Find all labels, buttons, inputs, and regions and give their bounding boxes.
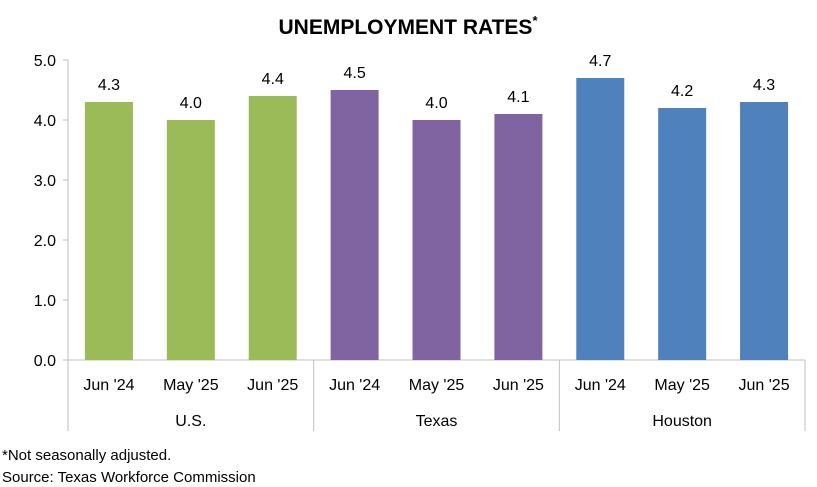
y-tick-label: 1.0 — [34, 293, 56, 310]
data-label: 4.4 — [262, 71, 284, 88]
bar-us-1 — [166, 120, 215, 360]
bar-us-2 — [248, 96, 297, 360]
x-tick-label: Jun '24 — [329, 377, 380, 394]
group-label: Texas — [416, 413, 458, 430]
data-label: 4.0 — [425, 95, 447, 112]
bar-texas-2 — [494, 114, 543, 360]
x-tick-label: Jun '25 — [739, 377, 790, 394]
x-tick-label: May '25 — [654, 377, 710, 394]
x-tick-label: Jun '25 — [493, 377, 544, 394]
group-label: U.S. — [175, 413, 206, 430]
bar-texas-0 — [330, 90, 379, 360]
data-label: 4.5 — [343, 65, 365, 82]
x-tick-label: Jun '24 — [575, 377, 626, 394]
bar-chart: UNEMPLOYMENT RATES* 0.0 1.0 2.0 3.0 4.0 5.0 4.… — [34, 13, 806, 431]
x-tick-label: Jun '25 — [247, 377, 298, 394]
x-tick-label: May '25 — [409, 377, 465, 394]
data-label: 4.3 — [753, 77, 775, 94]
data-label: 4.1 — [507, 89, 529, 106]
y-tick-label: 2.0 — [34, 233, 56, 250]
bar-houston-2 — [740, 102, 789, 360]
y-tick-label: 4.0 — [34, 113, 56, 130]
data-label: 4.3 — [98, 77, 120, 94]
footnote: *Not seasonally adjusted. — [2, 447, 172, 464]
source-note: Source: Texas Workforce Commission — [2, 469, 256, 486]
data-label: 4.2 — [671, 83, 693, 100]
group-label: Houston — [652, 413, 712, 430]
bar-houston-0 — [576, 78, 625, 360]
data-label: 4.7 — [589, 53, 611, 70]
x-tick-label: Jun '24 — [83, 377, 134, 394]
bar-texas-1 — [412, 120, 461, 360]
y-tick-label: 5.0 — [34, 53, 56, 70]
data-label: 4.0 — [180, 95, 202, 112]
y-tick-label: 0.0 — [34, 353, 56, 370]
chart-title: UNEMPLOYMENT RATES* — [278, 13, 538, 39]
x-tick-label: May '25 — [163, 377, 219, 394]
y-tick-label: 3.0 — [34, 173, 56, 190]
bar-houston-1 — [658, 108, 707, 360]
bar-us-0 — [84, 102, 133, 360]
